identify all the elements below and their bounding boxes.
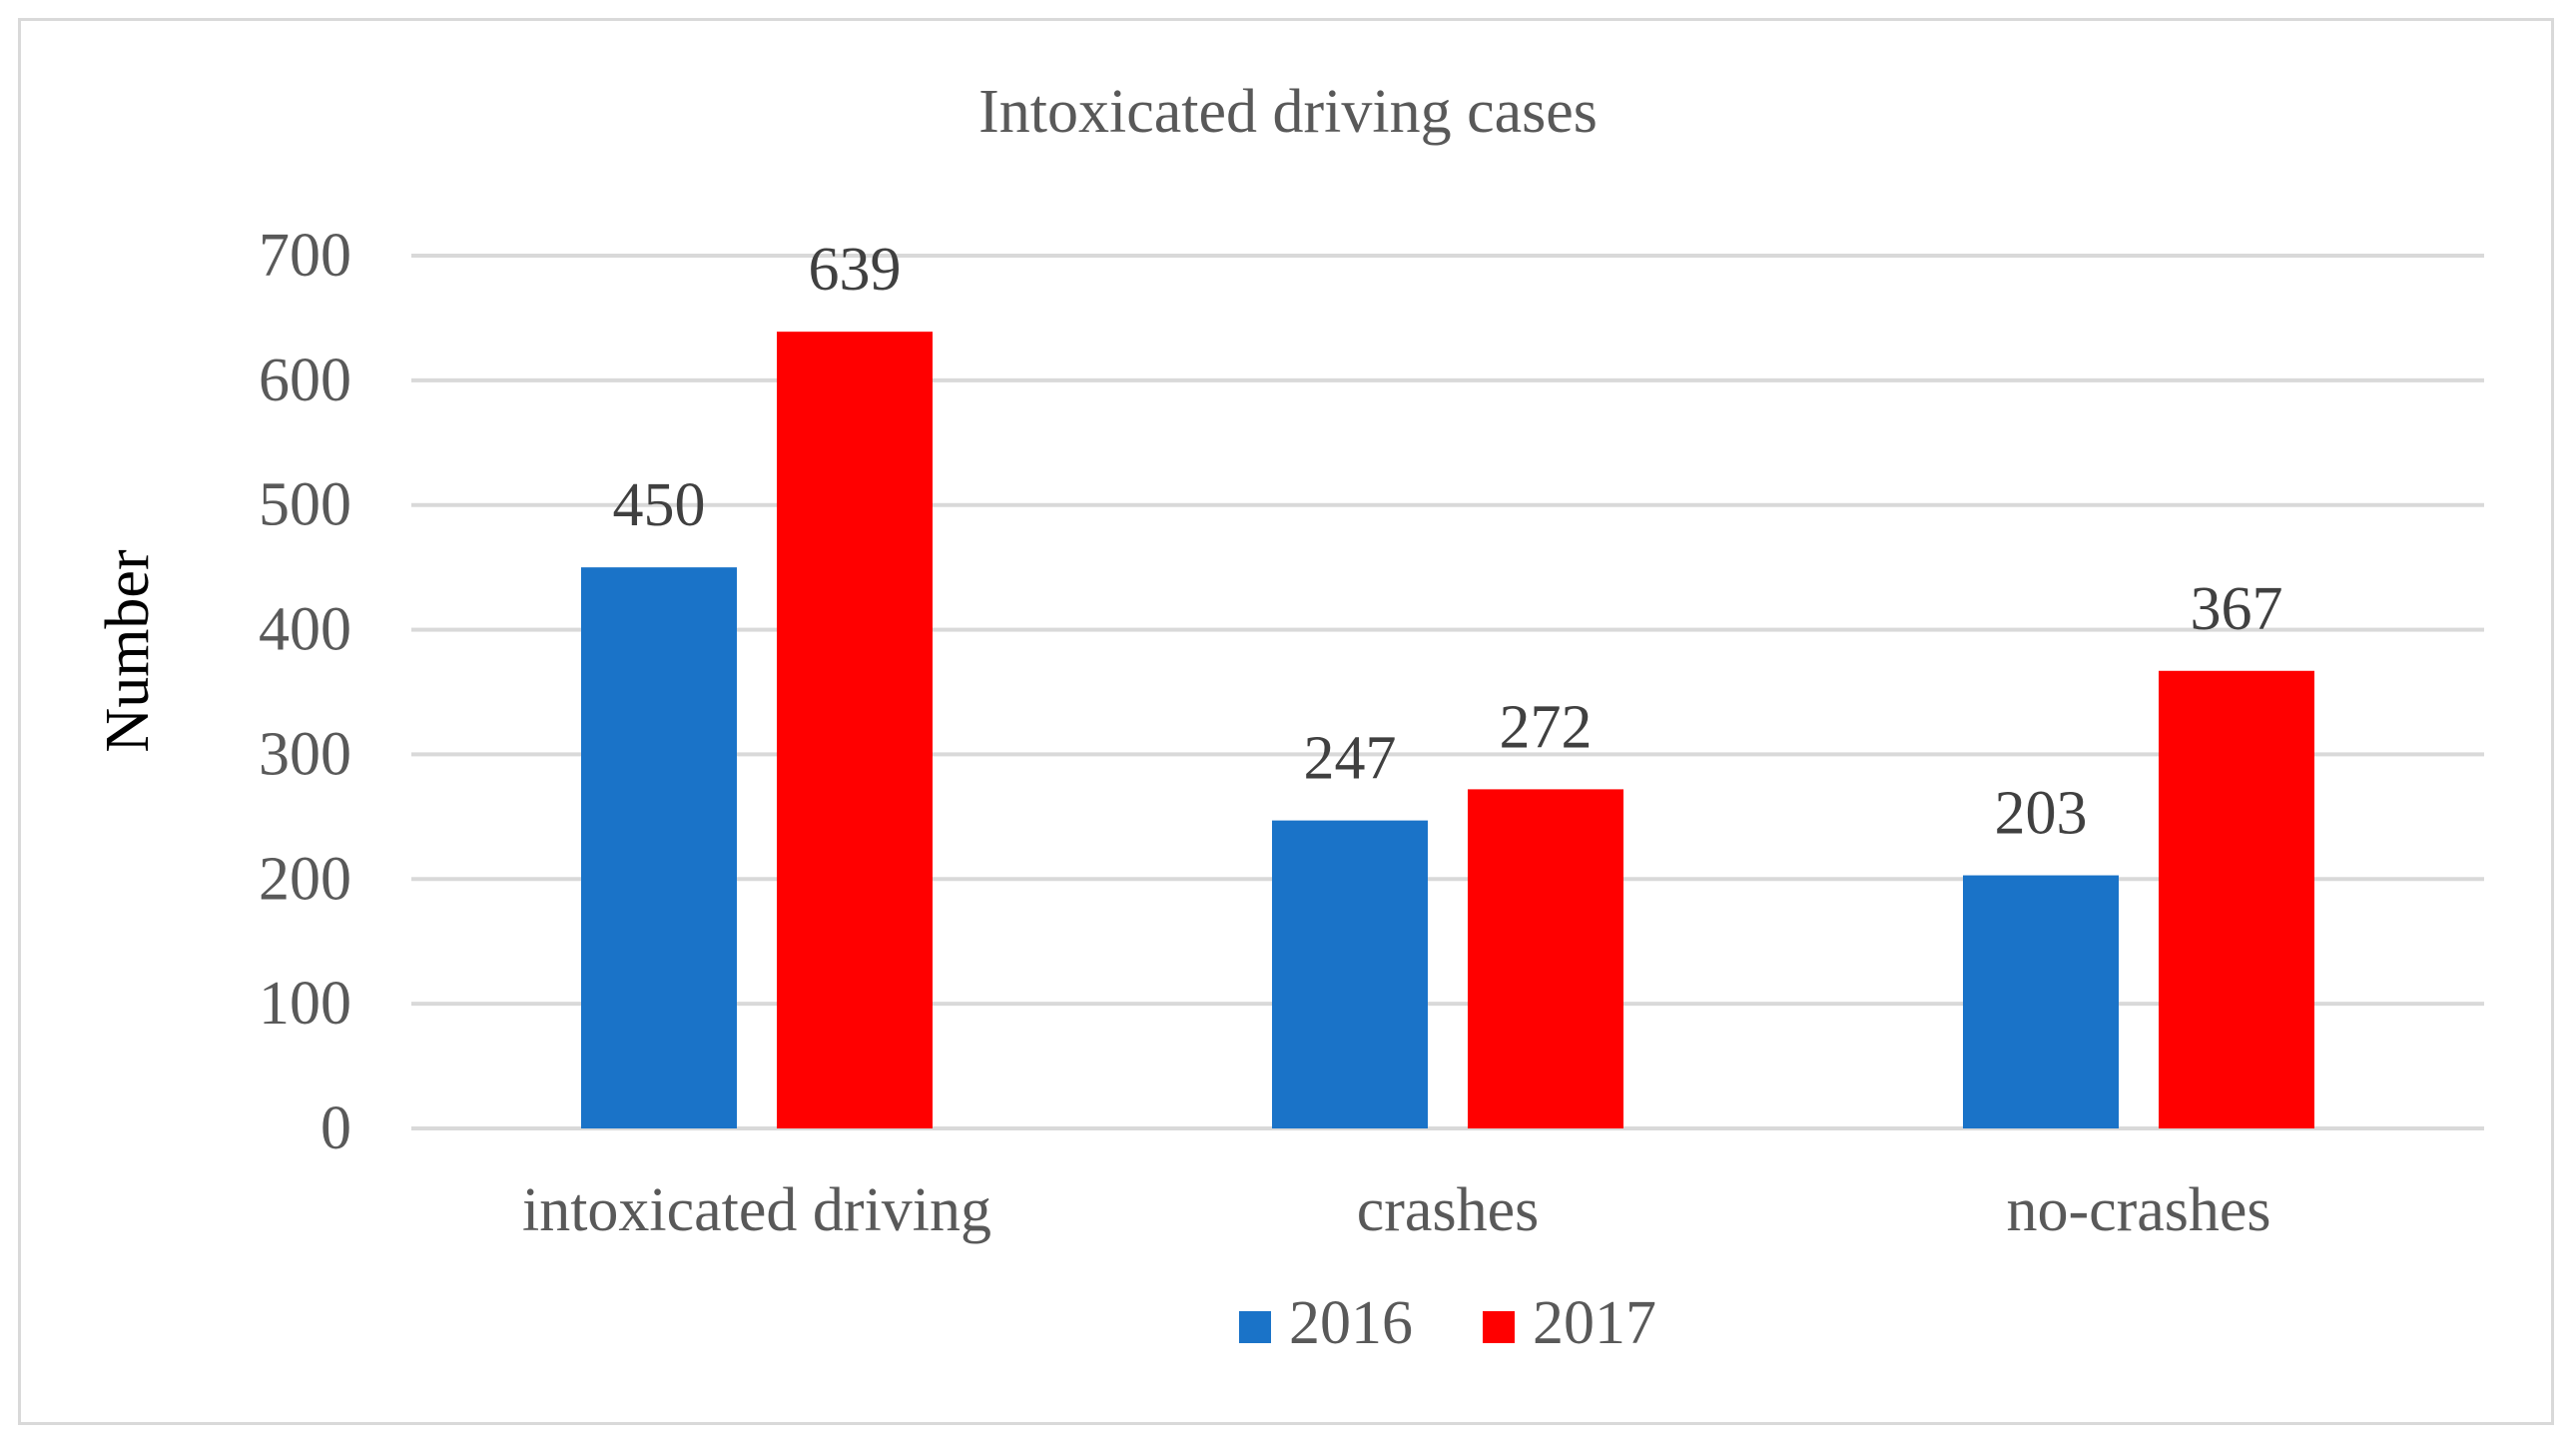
y-tick-label: 600 <box>259 347 351 414</box>
y-tick-label: 400 <box>259 596 351 664</box>
legend-swatch-2016 <box>1239 1311 1271 1343</box>
data-label: 203 <box>1995 780 2088 848</box>
x-tick-label: intoxicated driving <box>522 1176 991 1244</box>
data-label: 272 <box>1500 693 1593 761</box>
bars <box>581 332 2314 1129</box>
chart-title: Intoxicated driving cases <box>978 78 1598 146</box>
y-tick-label: 200 <box>259 845 351 913</box>
y-tick-label: 100 <box>259 970 351 1038</box>
y-tick-label: 300 <box>259 720 351 788</box>
y-axis-label: Number <box>94 549 162 753</box>
x-axis-ticks: intoxicated driving crashes no-crashes <box>522 1176 2271 1244</box>
y-axis-ticks: 0 100 200 300 400 500 600 700 <box>259 222 351 1162</box>
bar-2016 <box>1272 820 1428 1128</box>
chart-frame <box>18 18 2554 1425</box>
x-tick-label: crashes <box>1357 1176 1539 1244</box>
gridlines <box>411 254 2484 1130</box>
bar-2017 <box>2159 670 2314 1128</box>
legend: 2016 2017 <box>1239 1289 1656 1357</box>
legend-label: 2017 <box>1533 1289 1656 1357</box>
bar-2016 <box>1963 875 2119 1128</box>
legend-swatch-2017 <box>1483 1311 1515 1343</box>
data-label: 367 <box>2191 575 2283 643</box>
y-tick-label: 0 <box>321 1094 351 1162</box>
bar-2016 <box>581 567 737 1128</box>
y-tick-label: 500 <box>259 471 351 539</box>
data-label: 639 <box>809 236 902 304</box>
data-label: 247 <box>1304 725 1397 793</box>
data-label: 450 <box>613 471 706 539</box>
legend-label: 2016 <box>1289 1289 1413 1357</box>
bar-2017 <box>777 332 933 1129</box>
y-tick-label: 700 <box>259 222 351 290</box>
data-labels: 450 639 247 272 203 367 <box>613 236 2283 847</box>
bar-2017 <box>1468 789 1623 1128</box>
x-tick-label: no-crashes <box>2006 1176 2270 1244</box>
